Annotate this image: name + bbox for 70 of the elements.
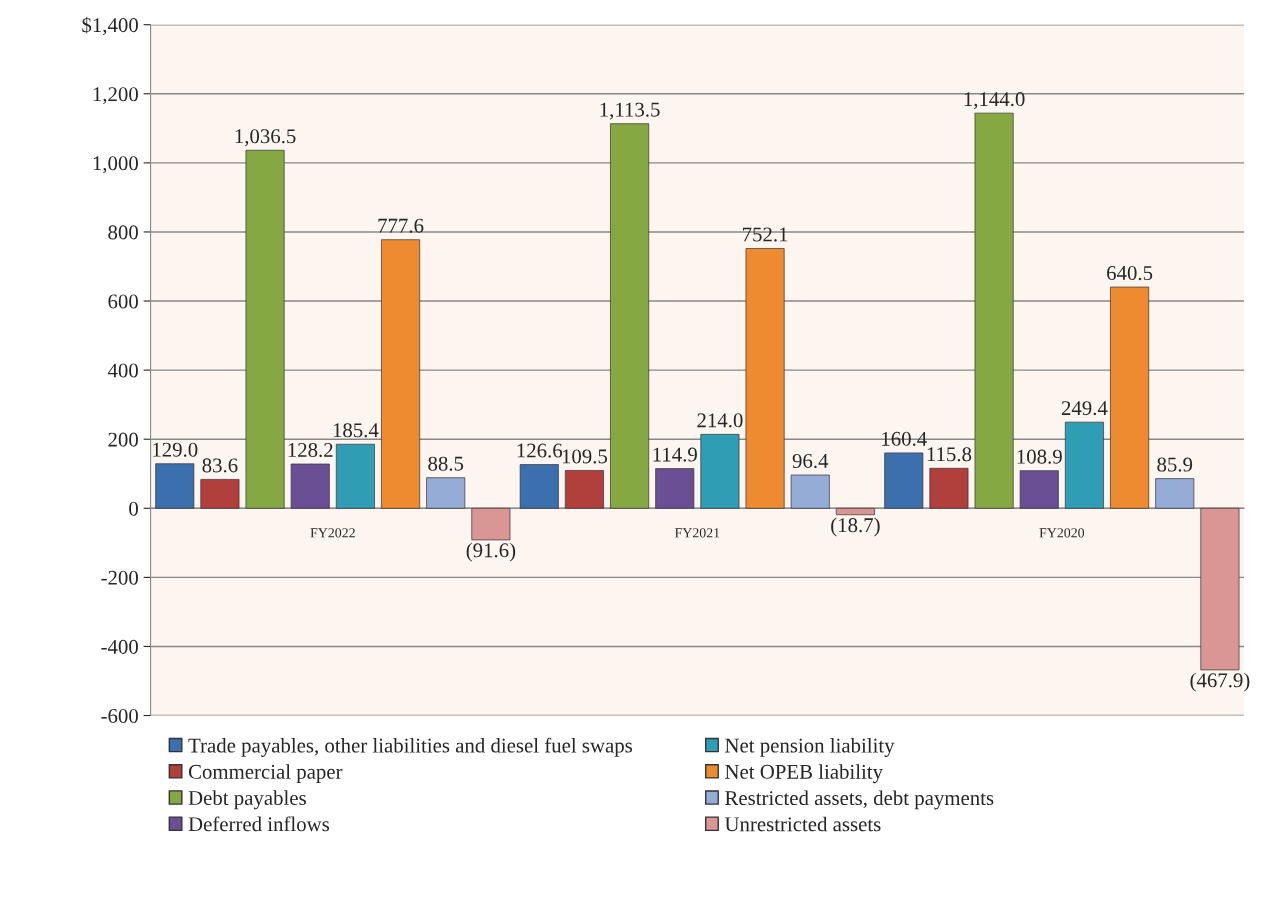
y-tick-label: -400 — [101, 639, 138, 654]
y-tick-label: 800 — [108, 225, 138, 240]
data-label: 85.9 — [1157, 457, 1193, 472]
x-tick-label: FY2020 — [1039, 528, 1085, 538]
legend-label: Net OPEB liability — [725, 764, 883, 784]
legend-label: Net pension liability — [725, 737, 895, 757]
legend-label: Trade payables, other liabilities and diesel fuel swaps — [188, 737, 633, 757]
legend-label: Deferred inflows — [188, 816, 330, 832]
bar — [245, 149, 285, 509]
data-label: 129.0 — [153, 442, 198, 457]
legend-label: Debt payables — [188, 790, 306, 810]
data-label: (467.9) — [1190, 672, 1250, 692]
data-label: 96.4 — [792, 453, 829, 469]
data-label: 777.6 — [378, 218, 424, 233]
y-tick-label: 600 — [108, 294, 138, 309]
bar — [835, 507, 875, 516]
data-label: 160.4 — [882, 431, 927, 446]
data-label: 108.9 — [1017, 449, 1062, 464]
data-label: 83.6 — [202, 458, 238, 473]
data-label: 640.5 — [1107, 265, 1153, 281]
y-tick-label: -600 — [101, 708, 138, 723]
data-label: 1,113.5 — [600, 102, 660, 120]
bar — [335, 443, 375, 509]
bar — [1064, 421, 1104, 509]
bar — [610, 123, 650, 509]
bar — [290, 463, 330, 509]
bar — [1110, 286, 1150, 509]
bar — [381, 239, 421, 509]
data-label: 752.1 — [743, 227, 788, 242]
data-label: 109.5 — [562, 449, 608, 464]
y-tick-label: 0 — [129, 501, 138, 516]
bar — [929, 467, 969, 509]
bar — [884, 452, 924, 509]
data-label: 128.2 — [288, 442, 333, 458]
bar — [471, 507, 511, 541]
bar — [655, 468, 695, 509]
data-label: (18.7) — [831, 517, 880, 537]
bar — [1019, 470, 1059, 509]
data-label: (91.6) — [466, 542, 516, 562]
bar — [519, 464, 559, 509]
bar — [155, 463, 195, 509]
bar — [974, 112, 1014, 509]
bar — [200, 479, 240, 509]
data-label: 249.4 — [1061, 401, 1108, 416]
bar — [564, 470, 604, 509]
legend-label: Unrestricted assets — [724, 816, 881, 832]
bar — [700, 434, 740, 509]
y-tick-label: $1,400 — [82, 16, 138, 36]
y-tick-label: 1,200 — [93, 87, 138, 105]
data-label: 1,036.5 — [235, 129, 296, 147]
data-label: 115.8 — [927, 447, 972, 462]
x-tick-label: FY2021 — [674, 528, 720, 538]
y-tick-label: 1,000 — [93, 156, 138, 174]
y-tick-label: 400 — [107, 363, 138, 378]
y-tick-label: 200 — [108, 432, 138, 447]
data-label: 126.6 — [517, 443, 563, 458]
data-label: 88.5 — [428, 456, 464, 471]
y-tick-label: -200 — [101, 570, 138, 585]
legend-label: Restricted assets, debt payments — [725, 790, 994, 810]
bar — [426, 477, 466, 509]
data-label: 1,144.0 — [964, 92, 1025, 110]
data-label: 114.9 — [653, 447, 697, 462]
x-tick-label: FY2022 — [310, 528, 355, 538]
bar — [1155, 478, 1195, 509]
bar — [1200, 507, 1240, 671]
legend-label: Commercial paper — [188, 764, 343, 784]
bar — [745, 248, 785, 509]
data-label: 185.4 — [333, 423, 379, 438]
data-label: 214.0 — [697, 413, 743, 428]
bar — [790, 474, 830, 509]
